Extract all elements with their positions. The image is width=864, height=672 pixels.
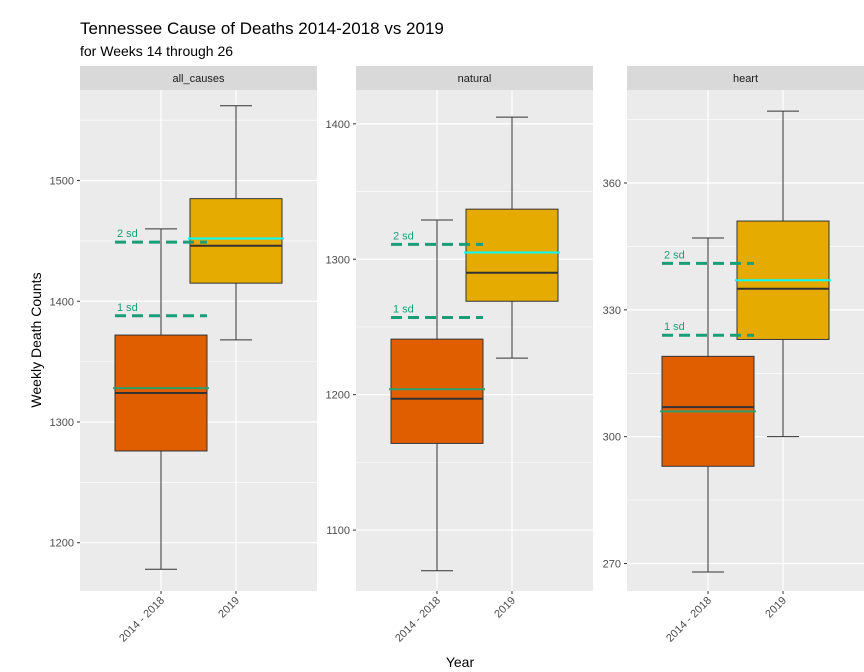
panels-group: all_causes 1200 1300 1400 1500 1 sd 2 sd 2014 -… [50,66,864,645]
strip-label: all_causes [173,73,225,85]
y-tick-label: 270 [603,559,621,571]
box-2014-2018 [660,237,756,573]
chart-subtitle: for Weeks 14 through 26 [80,43,233,59]
box-2019 [464,116,560,359]
strip-natural [356,66,593,90]
x-tick-label: 2019 [763,595,789,621]
x-tick-label: 2019 [216,595,242,621]
x-tick-label: 2014 - 2018 [393,595,443,645]
y-tick-label: 1200 [326,390,350,402]
y-axis-title: Weekly Death Counts [28,272,44,407]
x-axis-title: Year [446,654,475,670]
box-2014-2018 [113,228,209,570]
y-tick-label: 360 [603,178,621,190]
x-tick-label: 2014 - 2018 [117,595,167,645]
x-tick-label: 2019 [492,595,518,621]
y-tick-label: 330 [603,305,621,317]
strip-all_causes [80,66,317,90]
strip-label: heart [733,73,758,85]
y-tick-label: 300 [603,432,621,444]
x-tick-label: 2014 - 2018 [664,595,714,645]
panel-heart: heart 270 300 330 360 1 sd 2 sd 2014 - 2018 2019 [603,66,864,645]
panel-all_causes: all_causes 1200 1300 1400 1500 1 sd 2 sd 2014 -… [50,66,317,645]
sd-label: 1 sd [117,302,138,314]
y-tick-label: 1100 [326,525,350,537]
sd-label: 1 sd [664,321,685,333]
box-iqr [390,338,484,444]
y-tick-label: 1500 [50,176,74,188]
box-2014-2018 [389,219,485,572]
y-tick-label: 1300 [326,254,350,266]
y-tick-label: 1400 [326,119,350,131]
chart-title: Tennessee Cause of Deaths 2014-2018 vs 2… [80,19,444,38]
strip-label: natural [458,73,492,85]
y-tick-label: 1300 [50,417,74,429]
sd-label: 1 sd [393,303,414,315]
strip-heart [627,66,864,90]
box-2019 [735,110,831,438]
box-iqr [465,208,559,302]
sd-label: 2 sd [393,230,414,242]
sd-label: 2 sd [117,228,138,240]
panel-background [627,90,864,591]
sd-label: 2 sd [664,249,685,261]
y-tick-label: 1400 [50,296,74,308]
panel-natural: natural 1100 1200 1300 1400 1 sd 2 sd 2014 - 20… [326,66,593,645]
y-tick-label: 1200 [50,538,74,550]
